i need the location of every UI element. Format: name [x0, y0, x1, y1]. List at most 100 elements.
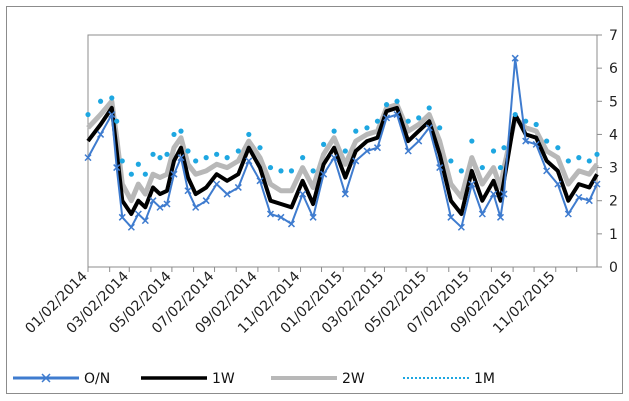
point-o-n — [141, 217, 149, 225]
point-o-n — [554, 180, 562, 188]
point-1m — [114, 118, 120, 124]
point-o-n — [436, 164, 444, 172]
point-1m — [416, 115, 422, 121]
point-1m — [142, 171, 148, 177]
point-o-n — [341, 190, 349, 198]
series-o-n — [84, 54, 601, 231]
point-o-n — [373, 144, 381, 152]
point-o-n — [118, 213, 126, 221]
point-o-n — [266, 210, 275, 218]
point-1m — [224, 155, 230, 161]
point-1m — [594, 151, 600, 157]
legend-item-1m: 1M — [403, 371, 495, 387]
point-1m — [85, 111, 91, 118]
point-o-n — [593, 180, 601, 188]
point-1m — [267, 164, 274, 171]
legend-item-1w: 1W — [141, 371, 235, 387]
point-1m — [278, 168, 284, 174]
point-o-n — [383, 114, 391, 122]
point-1m — [497, 164, 504, 171]
point-o-n — [496, 213, 505, 221]
y-axis: 0 1 2 3 4 5 6 7 — [597, 28, 618, 276]
legend-label: O/N — [84, 371, 110, 387]
point-o-n — [330, 154, 338, 162]
point-o-n — [223, 190, 231, 198]
point-1m — [246, 131, 252, 138]
point-1m — [235, 148, 241, 154]
legend: O/N 1W 2W 1M — [13, 371, 495, 387]
point-o-n — [108, 111, 116, 119]
point-o-n — [478, 210, 486, 218]
y-tick-label: 5 — [609, 94, 618, 110]
point-o-n — [352, 157, 360, 165]
point-1m — [214, 151, 220, 157]
point-o-n — [163, 200, 171, 208]
point-1m — [150, 151, 156, 157]
point-1m — [586, 158, 592, 164]
point-o-n — [184, 187, 192, 195]
point-1m — [119, 158, 125, 164]
chart-frame: 0 1 2 3 4 5 6 7 01/02/2014 03/02/2014 05/02/2014 0… — [6, 6, 623, 394]
point-1m — [109, 95, 115, 101]
legend-label: 1W — [212, 371, 235, 387]
point-1m — [374, 118, 381, 124]
y-tick-label: 6 — [609, 61, 618, 77]
point-1m — [394, 98, 400, 104]
point-1m — [405, 118, 411, 124]
point-o-n — [468, 180, 476, 188]
point-o-n — [511, 54, 519, 62]
point-o-n — [393, 111, 401, 119]
point-o-n — [170, 170, 178, 178]
point-1m — [164, 151, 170, 157]
point-1m — [490, 148, 497, 154]
point-o-n — [127, 223, 135, 231]
point-1m — [544, 138, 550, 144]
y-tick-label: 7 — [609, 28, 618, 44]
point-o-n — [156, 203, 164, 211]
point-1m — [135, 161, 141, 167]
y-tick-label: 0 — [609, 260, 618, 276]
point-o-n — [500, 190, 508, 198]
point-1m — [437, 125, 443, 131]
point-o-n — [309, 213, 317, 221]
point-1m — [257, 145, 263, 151]
point-o-n — [299, 190, 307, 198]
point-o-n — [134, 210, 142, 218]
legend-label: 1M — [474, 371, 495, 387]
point-o-n — [277, 213, 285, 221]
legend-item-2w: 2W — [271, 371, 365, 387]
point-1m — [157, 155, 163, 161]
point-1m — [458, 168, 464, 174]
point-1m — [310, 168, 316, 174]
point-1m — [512, 111, 518, 118]
point-1m — [321, 141, 327, 147]
point-1m — [171, 131, 177, 138]
point-1m — [128, 171, 134, 177]
point-1m — [523, 118, 529, 124]
point-o-n — [522, 137, 530, 145]
point-o-n — [404, 147, 412, 155]
point-o-n — [202, 197, 210, 205]
point-1m — [331, 128, 337, 134]
point-o-n — [363, 147, 371, 155]
line-chart: 0 1 2 3 4 5 6 7 01/02/201403/02/201405/02/20140… — [13, 28, 618, 387]
point-o-n — [84, 154, 92, 162]
point-1m — [533, 121, 539, 128]
x-axis: 01/02/201403/02/201405/02/201407/02/2014… — [22, 267, 578, 337]
point-1m — [555, 145, 561, 151]
point-1m — [353, 128, 359, 134]
point-1m — [565, 158, 571, 164]
plot-area — [87, 34, 598, 268]
point-o-n — [113, 164, 121, 172]
legend-item-o-n: O/N — [13, 371, 110, 387]
point-1m — [193, 158, 199, 164]
point-1m — [501, 145, 507, 151]
point-o-n — [457, 223, 465, 231]
point-o-n — [489, 190, 498, 198]
point-o-n — [415, 137, 423, 145]
point-1m — [469, 138, 475, 144]
point-o-n — [149, 197, 157, 205]
point-o-n — [425, 124, 433, 132]
series-1m — [85, 95, 600, 177]
y-tick-label: 3 — [609, 161, 618, 177]
